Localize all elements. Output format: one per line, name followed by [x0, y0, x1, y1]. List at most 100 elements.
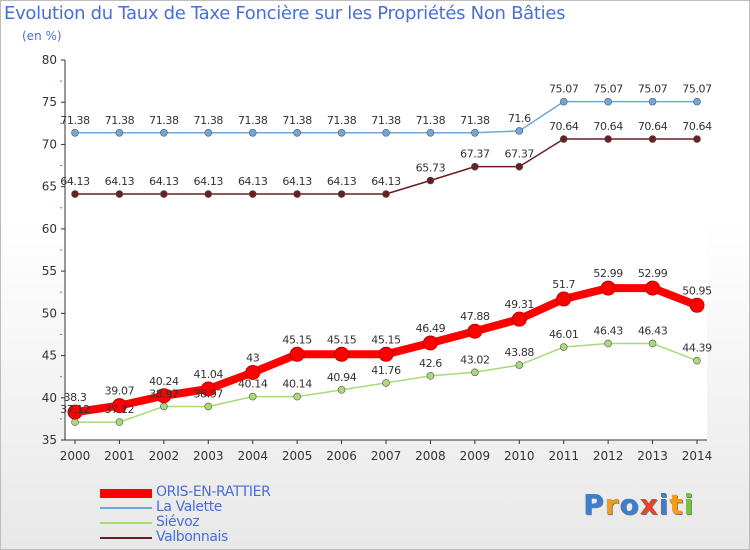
- data-point: [200, 381, 216, 397]
- data-label: 49.31: [505, 298, 535, 311]
- data-point: [693, 97, 701, 106]
- data-point: [467, 323, 483, 339]
- data-point: [378, 346, 394, 362]
- data-point: [293, 392, 301, 401]
- data-label: 64.13: [327, 175, 357, 188]
- legend-label: Siévoz: [156, 514, 200, 530]
- legend-swatch: [100, 522, 152, 524]
- data-label: 71.38: [149, 114, 179, 127]
- data-point: [248, 190, 257, 198]
- logo-letter: t: [669, 488, 684, 521]
- data-label: 45.15: [327, 333, 357, 346]
- data-label: 71.38: [105, 114, 135, 127]
- data-label: 71.38: [60, 114, 90, 127]
- data-point: [160, 128, 168, 137]
- data-label: 43.02: [460, 353, 490, 366]
- legend-label: ORIS-EN-RATTIER: [156, 484, 271, 500]
- x-tick-label: 2009: [460, 449, 491, 463]
- data-label: 64.13: [282, 175, 312, 188]
- data-label: 37.12: [105, 403, 135, 416]
- data-point: [604, 135, 612, 143]
- data-point: [559, 343, 568, 351]
- y-tick-label: 55: [42, 264, 57, 278]
- x-tick-label: 2006: [326, 449, 357, 463]
- data-point: [559, 135, 568, 143]
- data-label: 42.6: [419, 357, 442, 370]
- data-point: [422, 335, 438, 351]
- data-point: [115, 190, 124, 198]
- data-label: 67.37: [460, 148, 490, 161]
- data-label: 70.64: [682, 120, 712, 133]
- data-point: [600, 280, 616, 296]
- logo-letter: i: [658, 488, 670, 521]
- data-point: [248, 128, 257, 137]
- data-point: [604, 97, 612, 106]
- x-tick-label: 2012: [593, 449, 624, 463]
- y-tick-label: 35: [42, 433, 57, 447]
- x-tick-label: 2003: [193, 449, 224, 463]
- data-label: 46.43: [593, 324, 623, 337]
- x-tick-label: 2001: [104, 449, 135, 463]
- data-point: [67, 404, 83, 420]
- data-label: 50.95: [682, 284, 712, 297]
- y-tick-label: 60: [42, 222, 57, 236]
- data-label: 46.01: [549, 328, 579, 341]
- data-label: 64.13: [238, 175, 268, 188]
- data-label: 52.99: [593, 267, 623, 280]
- data-label: 75.07: [593, 83, 623, 96]
- data-point: [156, 388, 172, 404]
- data-label: 46.43: [638, 324, 668, 337]
- legend-label: Valbonnais: [156, 529, 228, 545]
- data-label: 70.64: [638, 120, 668, 133]
- data-label: 75.07: [682, 83, 712, 96]
- data-point: [426, 372, 435, 380]
- data-label: 39.07: [105, 385, 135, 398]
- data-point: [204, 402, 213, 411]
- x-tick-label: 2000: [60, 449, 91, 463]
- x-tick-label: 2014: [682, 449, 713, 463]
- y-tick-label: 70: [42, 137, 57, 151]
- data-label: 71.38: [238, 114, 268, 127]
- y-tick-label: 80: [42, 53, 57, 67]
- data-label: 45.15: [371, 333, 401, 346]
- data-label: 71.38: [282, 114, 312, 127]
- data-point: [645, 280, 661, 296]
- data-point: [337, 128, 346, 137]
- data-label: 52.99: [638, 267, 668, 280]
- data-point: [293, 128, 301, 137]
- data-point: [293, 190, 301, 198]
- data-point: [248, 392, 257, 401]
- data-point: [382, 190, 390, 198]
- logo-letter: o: [619, 488, 640, 521]
- data-label: 46.49: [416, 322, 446, 335]
- data-point: [204, 190, 213, 198]
- data-label: 40.24: [149, 375, 179, 388]
- data-label: 37.12: [60, 403, 90, 416]
- data-point: [556, 291, 572, 307]
- data-point: [382, 128, 390, 137]
- x-tick-label: 2004: [237, 449, 268, 463]
- data-label: 64.13: [60, 175, 90, 188]
- data-point: [471, 368, 479, 377]
- y-tick-label: 75: [42, 95, 57, 109]
- x-tick-label: 2010: [504, 449, 535, 463]
- data-point: [511, 311, 527, 327]
- legend-label: La Valette: [156, 499, 222, 515]
- y-tick-label: 65: [42, 180, 57, 194]
- data-label: 41.76: [371, 364, 401, 377]
- chart-unit-label: (en %): [22, 29, 62, 43]
- data-label: 71.6: [508, 112, 531, 125]
- data-label: 75.07: [638, 83, 668, 96]
- data-point: [334, 346, 350, 362]
- data-point: [160, 190, 168, 198]
- data-point: [471, 162, 479, 171]
- data-label: 44.39: [682, 342, 712, 355]
- data-point: [71, 418, 79, 426]
- data-label: 75.07: [549, 83, 579, 96]
- data-label: 64.13: [371, 175, 401, 188]
- data-label: 40.14: [282, 378, 312, 391]
- logo-letter: x: [639, 488, 659, 521]
- data-label: 40.14: [238, 378, 268, 391]
- data-label: 40.94: [327, 371, 357, 384]
